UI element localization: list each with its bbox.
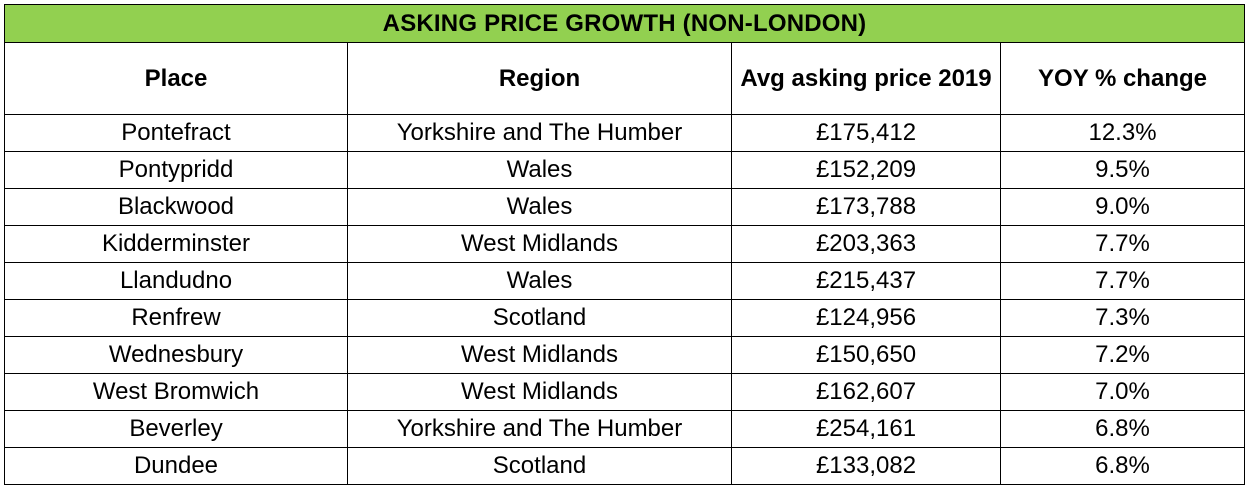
table-title: ASKING PRICE GROWTH (NON-LONDON)	[3, 4, 1246, 43]
cell-price: £215,437	[731, 262, 1001, 300]
table-container: ASKING PRICE GROWTH (NON-LONDON) Place R…	[3, 4, 1246, 485]
table-row: Llandudno Wales £215,437 7.7%	[4, 262, 1246, 300]
cell-place: Pontypridd	[4, 151, 348, 189]
table-row: Wednesbury West Midlands £150,650 7.2%	[4, 336, 1246, 374]
cell-region: Scotland	[347, 447, 732, 485]
cell-yoy: 9.0%	[999, 188, 1246, 226]
cell-region: West Midlands	[347, 373, 732, 411]
cell-region: Yorkshire and The Humber	[347, 114, 732, 152]
cell-place: Blackwood	[4, 188, 348, 226]
table-row: West Bromwich West Midlands £162,607 7.0…	[4, 373, 1246, 411]
cell-yoy: 12.3%	[999, 114, 1246, 152]
cell-price: £162,607	[731, 373, 1001, 411]
cell-region: Yorkshire and The Humber	[347, 410, 732, 448]
cell-place: Renfrew	[4, 299, 348, 337]
cell-yoy: 7.7%	[999, 262, 1246, 300]
table-row: Blackwood Wales £173,788 9.0%	[4, 188, 1246, 226]
table-row: Beverley Yorkshire and The Humber £254,1…	[4, 410, 1246, 448]
cell-yoy: 6.8%	[999, 447, 1246, 485]
cell-yoy: 7.2%	[999, 336, 1246, 374]
cell-region: Wales	[347, 188, 732, 226]
column-header-yoy: YOY % change	[999, 42, 1246, 115]
cell-place: Pontefract	[4, 114, 348, 152]
cell-price: £254,161	[731, 410, 1001, 448]
cell-place: Kidderminster	[4, 225, 348, 263]
cell-region: Wales	[347, 262, 732, 300]
column-header-place: Place	[4, 42, 348, 115]
cell-yoy: 9.5%	[999, 151, 1246, 189]
table-row: Pontypridd Wales £152,209 9.5%	[4, 151, 1246, 189]
cell-yoy: 6.8%	[999, 410, 1246, 448]
cell-place: West Bromwich	[4, 373, 348, 411]
cell-yoy: 7.0%	[999, 373, 1246, 411]
cell-place: Dundee	[4, 447, 348, 485]
cell-place: Wednesbury	[4, 336, 348, 374]
cell-region: West Midlands	[347, 336, 732, 374]
cell-place: Llandudno	[4, 262, 348, 300]
table-row: Renfrew Scotland £124,956 7.3%	[4, 299, 1246, 337]
table-row: Pontefract Yorkshire and The Humber £175…	[4, 114, 1246, 152]
cell-price: £173,788	[731, 188, 1001, 226]
asking-price-table: ASKING PRICE GROWTH (NON-LONDON) Place R…	[3, 4, 1246, 485]
cell-price: £150,650	[731, 336, 1001, 374]
table-row: Kidderminster West Midlands £203,363 7.7…	[4, 225, 1246, 263]
cell-yoy: 7.7%	[999, 225, 1246, 263]
cell-region: Wales	[347, 151, 732, 189]
column-header-region: Region	[347, 42, 732, 115]
cell-price: £203,363	[731, 225, 1001, 263]
cell-region: Scotland	[347, 299, 732, 337]
cell-yoy: 7.3%	[999, 299, 1246, 337]
cell-price: £124,956	[731, 299, 1001, 337]
cell-place: Beverley	[4, 410, 348, 448]
cell-region: West Midlands	[347, 225, 732, 263]
column-header-price: Avg asking price 2019	[731, 42, 1001, 115]
table-row: Dundee Scotland £133,082 6.8%	[4, 447, 1246, 485]
cell-price: £175,412	[731, 114, 1001, 152]
cell-price: £133,082	[731, 447, 1001, 485]
cell-price: £152,209	[731, 151, 1001, 189]
